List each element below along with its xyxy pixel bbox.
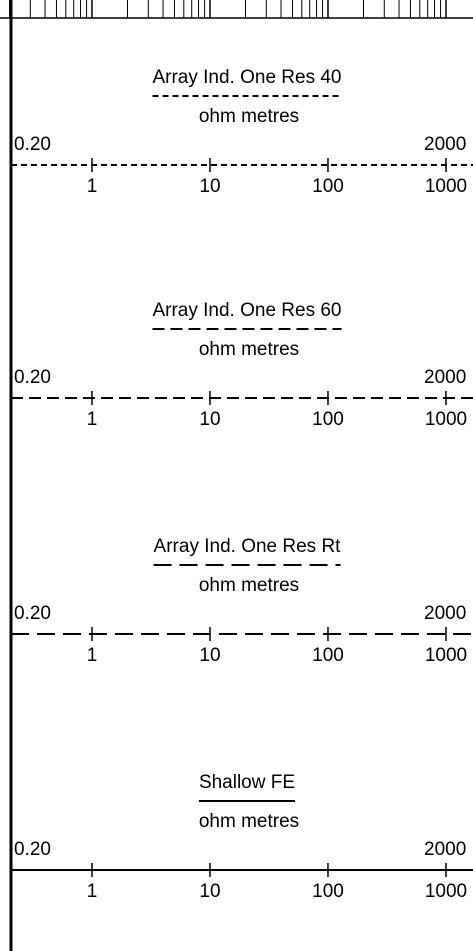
- tick-label: 1000: [425, 409, 467, 430]
- tick-label: 1: [87, 645, 98, 666]
- scale-left: 0.20: [14, 603, 51, 624]
- track-header: Array Ind. One Res 60 ohm metres 0.20 2000 1…: [11, 300, 473, 430]
- track-title: Array Ind. One Res 40: [152, 67, 341, 88]
- track-title: Array Ind. One Res 60: [152, 300, 341, 321]
- track-title: Array Ind. One Res Rt: [154, 536, 342, 557]
- scale-right: 2000: [424, 367, 466, 388]
- tick-label: 100: [312, 176, 344, 197]
- tick-label: 1000: [425, 881, 467, 902]
- track-unit: ohm metres: [199, 339, 299, 360]
- track-unit: ohm metres: [199, 811, 299, 832]
- tick-label: 100: [312, 881, 344, 902]
- track-header: Array Ind. One Res 40 ohm metres 0.20 2000 1…: [11, 67, 473, 197]
- top-grid: [9, 0, 447, 18]
- tick-label: 10: [199, 645, 220, 666]
- track-header: Shallow FE ohm metres 0.20 2000 1 10 100 1000: [11, 772, 473, 902]
- tick-label: 1: [87, 176, 98, 197]
- tick-label: 100: [312, 645, 344, 666]
- tick-label: 10: [199, 176, 220, 197]
- scale-left: 0.20: [14, 367, 51, 388]
- track-unit: ohm metres: [199, 106, 299, 127]
- tick-label: 10: [199, 409, 220, 430]
- tick-label: 100: [312, 409, 344, 430]
- track-unit: ohm metres: [199, 575, 299, 596]
- scale-left: 0.20: [14, 839, 51, 860]
- scale-right: 2000: [424, 839, 466, 860]
- tick-label: 1: [87, 881, 98, 902]
- tick-label: 1000: [425, 176, 467, 197]
- scale-left: 0.20: [14, 134, 51, 155]
- tick-label: 10: [199, 881, 220, 902]
- track-title: Shallow FE: [199, 772, 295, 793]
- tick-label: 1000: [425, 645, 467, 666]
- track-header: Array Ind. One Res Rt ohm metres 0.20 2000 1…: [11, 536, 473, 666]
- scale-right: 2000: [424, 603, 466, 624]
- scale-right: 2000: [424, 134, 466, 155]
- tick-label: 1: [87, 409, 98, 430]
